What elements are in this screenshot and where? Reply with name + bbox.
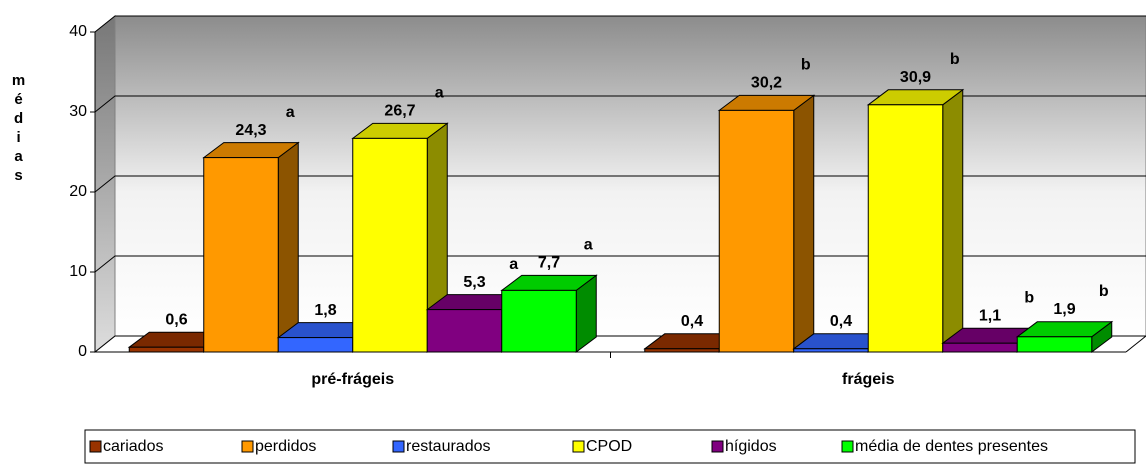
- bar-front: [1016, 336, 1093, 353]
- bar-side: [277, 141, 299, 353]
- legend-label: CPOD: [586, 438, 632, 455]
- bar-front: [426, 309, 503, 353]
- bar: [717, 94, 816, 353]
- legend-swatch: [572, 440, 585, 453]
- bar-front: [501, 289, 577, 353]
- value-label: 24,3: [235, 122, 266, 139]
- y-tick-label: 40: [69, 23, 87, 40]
- significance-letter: b: [950, 51, 960, 68]
- significance-letter: a: [286, 104, 295, 121]
- legend-swatch: [711, 440, 724, 453]
- legend-swatch: [241, 440, 254, 453]
- significance-letter: b: [1024, 289, 1034, 306]
- bar: [351, 122, 449, 353]
- significance-letter: a: [509, 256, 518, 273]
- legend-label: média de dentes presentes: [855, 438, 1048, 455]
- value-label: 0,6: [165, 311, 187, 328]
- legend-label: cariados: [103, 438, 163, 455]
- bar: [866, 88, 965, 353]
- legend-box: [84, 429, 1136, 464]
- legend-label: perdidos: [255, 438, 316, 455]
- bar: [500, 274, 598, 353]
- legend-swatch: [89, 440, 102, 453]
- significance-letter: b: [801, 57, 811, 74]
- significance-letter: b: [1099, 283, 1109, 300]
- value-label: 1,1: [979, 307, 1001, 324]
- value-label: 1,9: [1053, 301, 1075, 318]
- bar-front: [277, 337, 354, 353]
- legend-swatch: [841, 440, 854, 453]
- y-tick-label: 0: [78, 343, 87, 360]
- significance-letter: a: [584, 237, 593, 254]
- bar-side: [793, 94, 815, 353]
- value-label: 30,9: [900, 69, 931, 86]
- bar-front: [128, 346, 205, 353]
- value-label: 30,2: [751, 75, 782, 92]
- y-tick-label: 20: [69, 183, 87, 200]
- value-label: 1,8: [314, 302, 336, 319]
- bar-front: [352, 137, 428, 353]
- bar-front: [718, 109, 795, 353]
- value-label: 5,3: [463, 274, 485, 291]
- y-tick-label: 10: [69, 263, 87, 280]
- bar-front: [644, 348, 720, 353]
- value-label: 0,4: [830, 313, 852, 330]
- bar-side: [942, 88, 964, 353]
- bar: [202, 141, 300, 353]
- bar-front: [793, 348, 869, 353]
- significance-letter: a: [435, 85, 444, 102]
- y-tick-label: 30: [69, 103, 87, 120]
- x-tick-label: pré-frágeis: [311, 371, 394, 388]
- legend-label: restaurados: [406, 438, 491, 455]
- bar-front: [942, 342, 1018, 353]
- value-label: 0,4: [681, 313, 703, 330]
- x-axis-back: [1125, 335, 1146, 353]
- y-axis-title: médias: [10, 72, 27, 186]
- x-tick-label: frágeis: [842, 371, 895, 388]
- bar-front: [867, 104, 944, 353]
- bar-front: [203, 157, 279, 353]
- value-label: 7,7: [538, 255, 560, 272]
- grid-line: [94, 15, 1146, 33]
- bar: [1015, 320, 1114, 353]
- value-label: 26,7: [384, 103, 415, 120]
- legend-swatch: [392, 440, 405, 453]
- legend-label: hígidos: [725, 438, 777, 455]
